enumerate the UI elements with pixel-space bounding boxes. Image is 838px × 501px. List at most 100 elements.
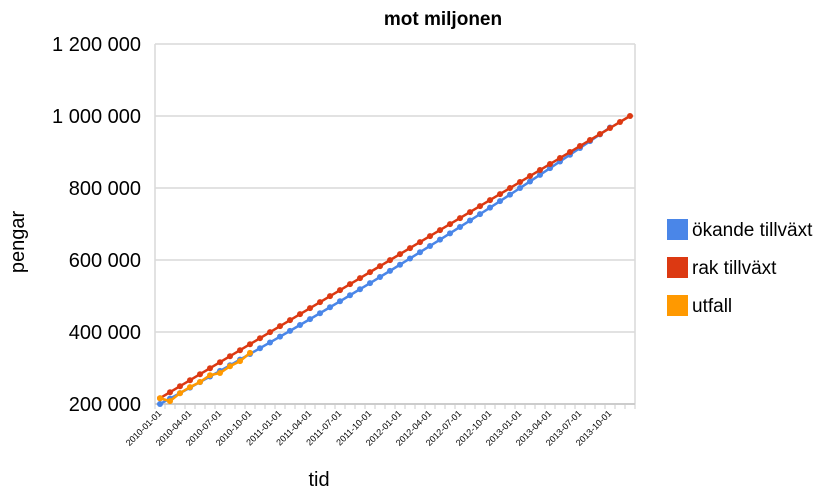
data-point [157,395,163,402]
data-point [457,215,463,222]
data-point [417,239,423,246]
data-point [527,173,533,180]
data-point [547,161,553,168]
x-axis-label: tid [308,469,329,491]
data-point [197,371,203,378]
data-point [517,185,523,192]
data-point [217,370,223,377]
data-point [437,227,443,234]
data-point [537,167,543,174]
data-point [497,198,503,205]
data-point [597,131,603,138]
data-point [307,305,313,312]
data-point [307,316,313,323]
y-tick-label: 1 000 000 [52,106,141,128]
data-point [427,242,433,249]
data-point [487,204,493,211]
data-point [217,359,223,366]
data-point [297,311,303,318]
data-point [607,125,613,132]
data-point [457,223,463,230]
data-point [397,261,403,268]
data-point [287,327,293,334]
data-point [437,236,443,243]
data-point [507,191,513,198]
legend-swatch [667,219,688,240]
data-point [227,353,233,360]
data-point [247,341,253,348]
data-point [247,349,253,356]
data-point [517,179,523,186]
data-point [267,329,273,336]
legend-swatch [667,295,688,316]
chart-title: mot miljonen [384,9,502,30]
y-tick-label: 200 000 [69,394,141,416]
legend-label: rak tillväxt [692,258,777,279]
data-point [177,390,183,397]
data-point [347,292,353,299]
data-point [257,335,263,342]
series-1 [157,113,633,402]
legend-label: utfall [692,296,732,317]
data-point [367,269,373,276]
x-axis: 2010-01-012010-04-012010-07-012010-10-01… [124,404,636,448]
data-point [527,178,533,185]
legend-label: ökande tillväxt [692,220,813,241]
data-point [327,293,333,300]
data-point [257,345,263,352]
data-point [357,286,363,293]
data-point [157,401,163,407]
data-point [317,310,323,317]
data-point [297,322,303,329]
data-point [427,233,433,240]
data-point [467,209,473,216]
data-point [197,379,203,386]
data-point [337,298,343,305]
data-point [337,287,343,294]
y-tick-label: 1 200 000 [52,34,141,56]
y-tick-label: 800 000 [69,178,141,200]
y-tick-label: 600 000 [69,250,141,272]
data-point [357,275,363,282]
data-point [237,347,243,354]
data-point [577,143,583,150]
data-point [477,203,483,210]
data-point [407,245,413,252]
data-point [557,155,563,162]
data-point [467,217,473,224]
data-point [277,323,283,330]
y-tick-label: 400 000 [69,322,141,344]
data-point [497,191,503,198]
data-point [387,257,393,264]
data-point [537,171,543,178]
data-point [207,372,213,379]
data-point [547,165,553,172]
data-point [387,267,393,274]
data-point [627,113,633,119]
data-point [287,317,293,324]
data-point [327,304,333,311]
data-point [187,377,193,384]
data-point [227,363,233,370]
data-point [487,197,493,204]
data-point [317,299,323,306]
series-2 [157,349,253,405]
data-point [207,365,213,372]
y-axis-label: pengar [7,211,29,274]
y-axis: 200 000 400 000 600 000 800 000 1 000 000 1 2… [52,34,141,416]
data-point [167,398,173,405]
data-point [587,137,593,144]
data-point [447,230,453,237]
data-point [177,383,183,390]
data-point [367,280,373,287]
data-point [237,358,243,365]
series-group [157,113,633,407]
data-point [167,389,173,396]
legend-swatch [667,257,688,278]
data-point [347,281,353,288]
series-line [159,351,251,403]
data-point [407,255,413,262]
legend: ökande tillväxt rak tillväxt utfall [667,219,813,317]
data-point [187,384,193,391]
